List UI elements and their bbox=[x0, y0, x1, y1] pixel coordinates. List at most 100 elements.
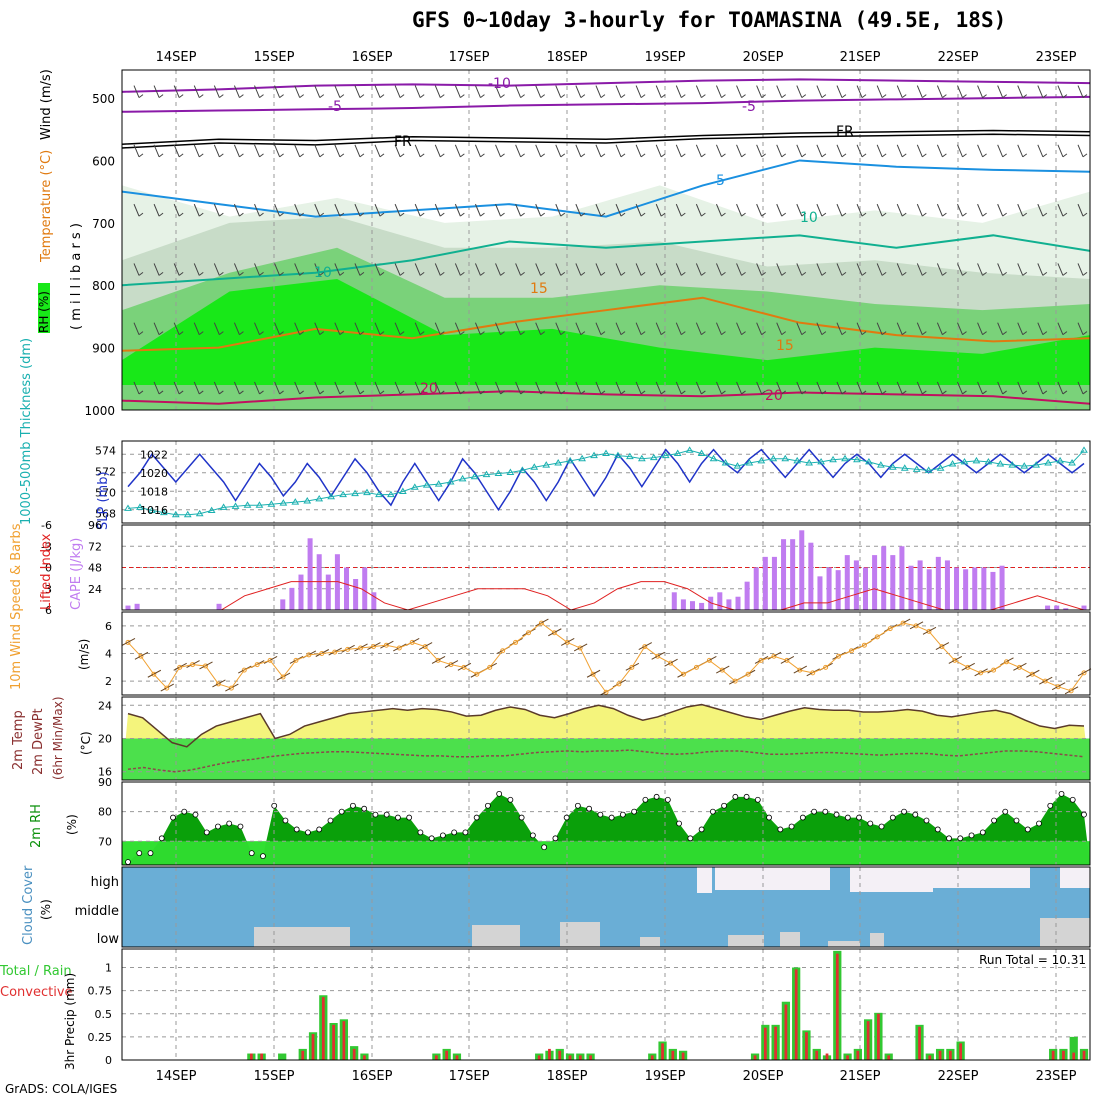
wind-barb bbox=[936, 144, 943, 158]
day-label-top: 15SEP bbox=[254, 50, 295, 65]
pressure-tick: 800 bbox=[92, 279, 115, 293]
wind-barb bbox=[555, 144, 562, 158]
wind-barb-flag bbox=[279, 94, 284, 98]
wind-barb bbox=[374, 144, 381, 158]
rh-point bbox=[619, 811, 626, 818]
low-cloud-block bbox=[728, 935, 764, 947]
wind-barb bbox=[274, 144, 281, 158]
wind-barb-flag bbox=[620, 153, 626, 158]
cape-bar bbox=[817, 576, 823, 610]
wind-barb bbox=[193, 322, 200, 335]
wind-barb bbox=[495, 144, 501, 158]
wind-barb-flag bbox=[219, 153, 224, 158]
wind-barb-flag bbox=[821, 94, 827, 98]
wind-barb-flag bbox=[1022, 153, 1028, 158]
wind-barb-flag bbox=[1002, 331, 1007, 336]
day-label-bottom: 22SEP bbox=[938, 1069, 979, 1084]
wind-barb-flag bbox=[158, 390, 164, 395]
temp-tick: 16 bbox=[98, 766, 112, 779]
wind-barb-flag bbox=[741, 153, 746, 158]
wind-barb bbox=[173, 144, 180, 158]
temp-contour-2 bbox=[121, 133, 1091, 149]
temp-tick: 24 bbox=[98, 699, 112, 712]
wind-barb bbox=[254, 263, 260, 276]
wind-barb bbox=[896, 85, 903, 98]
wind-barb-flag bbox=[580, 94, 586, 98]
wind-barb-flag bbox=[540, 271, 546, 276]
wind-barb bbox=[916, 263, 923, 276]
convective-bar bbox=[589, 1055, 592, 1060]
wind-barb-10m bbox=[638, 642, 652, 651]
rh-point bbox=[338, 808, 345, 815]
rh-point bbox=[597, 811, 604, 818]
panel-frame bbox=[121, 781, 1091, 866]
wind-barb-flag bbox=[1022, 390, 1028, 395]
wind-barb bbox=[957, 263, 963, 276]
wind-barb-flag bbox=[962, 331, 967, 336]
wind-barb bbox=[474, 381, 481, 395]
wind-barb bbox=[695, 322, 702, 335]
convective-bar bbox=[887, 1055, 891, 1060]
wind-barb bbox=[856, 203, 863, 217]
wind-barb-flag bbox=[922, 212, 927, 217]
wind-barb-flag bbox=[620, 271, 626, 276]
slp-axis-label: SLP (mb) bbox=[96, 471, 111, 530]
wind-barb-flag bbox=[540, 331, 546, 336]
wind-barb-flag bbox=[761, 153, 766, 158]
wind-barb-flag bbox=[239, 271, 244, 276]
wind-barb bbox=[695, 381, 702, 395]
thickness-point bbox=[363, 488, 371, 496]
wind-barb-flag bbox=[219, 94, 224, 98]
wind-barb-flag bbox=[198, 271, 204, 276]
wind-barb bbox=[977, 203, 984, 217]
wind-barb-flag bbox=[761, 390, 766, 395]
wind-barb-flag bbox=[821, 390, 827, 395]
wind-barb-flag bbox=[178, 390, 184, 395]
wind-barb bbox=[1037, 203, 1044, 217]
wind-barb bbox=[896, 322, 903, 335]
wind-barb-flag bbox=[500, 153, 505, 158]
wind-barb bbox=[334, 144, 341, 158]
rh-point bbox=[777, 826, 784, 833]
wind-barb bbox=[294, 144, 301, 158]
wind-barb-flag bbox=[460, 94, 465, 98]
wind-barb-flag bbox=[680, 271, 686, 276]
wind-barb bbox=[454, 85, 461, 98]
wind-barb bbox=[434, 144, 441, 158]
labels: 14SEP 14SEP 15SEP 15SEP 16SEP 16SEP 17SEP 17SEP… bbox=[0, 50, 1086, 1084]
convective-bar bbox=[948, 1050, 952, 1060]
wind-speed-point bbox=[1081, 670, 1087, 676]
wind-barb bbox=[756, 203, 763, 217]
wind-barb-flag bbox=[942, 390, 947, 395]
rh-point bbox=[305, 829, 311, 836]
wind-barb-flag bbox=[680, 331, 686, 336]
wind-barb-flag bbox=[600, 390, 606, 395]
wind-barb-flag bbox=[359, 153, 365, 158]
wind-barb-flag bbox=[801, 390, 807, 395]
wind-barb-flag bbox=[219, 331, 224, 336]
wind-barb-flag bbox=[319, 94, 325, 98]
wind-barb bbox=[655, 203, 662, 217]
day-label-top: 18SEP bbox=[547, 50, 588, 65]
wind-barb-flag bbox=[640, 331, 646, 336]
cape-bar bbox=[844, 555, 850, 610]
rh-point bbox=[957, 835, 964, 842]
day-label-top: 19SEP bbox=[645, 50, 686, 65]
wind-barb bbox=[977, 322, 984, 335]
rh-point bbox=[979, 829, 986, 836]
wind-barb bbox=[997, 263, 1004, 276]
wind-barb-flag bbox=[1062, 212, 1068, 217]
wind-barb-10m bbox=[535, 618, 549, 627]
wind-barb-flag bbox=[439, 390, 445, 395]
precip-total-label: Total / Rain bbox=[0, 964, 72, 979]
convective-bar bbox=[835, 953, 839, 1060]
wind-barb-flag bbox=[480, 212, 485, 217]
wind-speed-point bbox=[784, 657, 790, 663]
cloud-axis-label: Cloud Cover bbox=[21, 865, 36, 945]
wind-barb-flag bbox=[741, 212, 746, 217]
wind-barb bbox=[635, 263, 642, 276]
low-cloud-block bbox=[828, 941, 860, 947]
cape-bar bbox=[881, 546, 887, 610]
wind-barb bbox=[434, 263, 441, 276]
precip-conv-label: Convective bbox=[0, 985, 73, 1000]
